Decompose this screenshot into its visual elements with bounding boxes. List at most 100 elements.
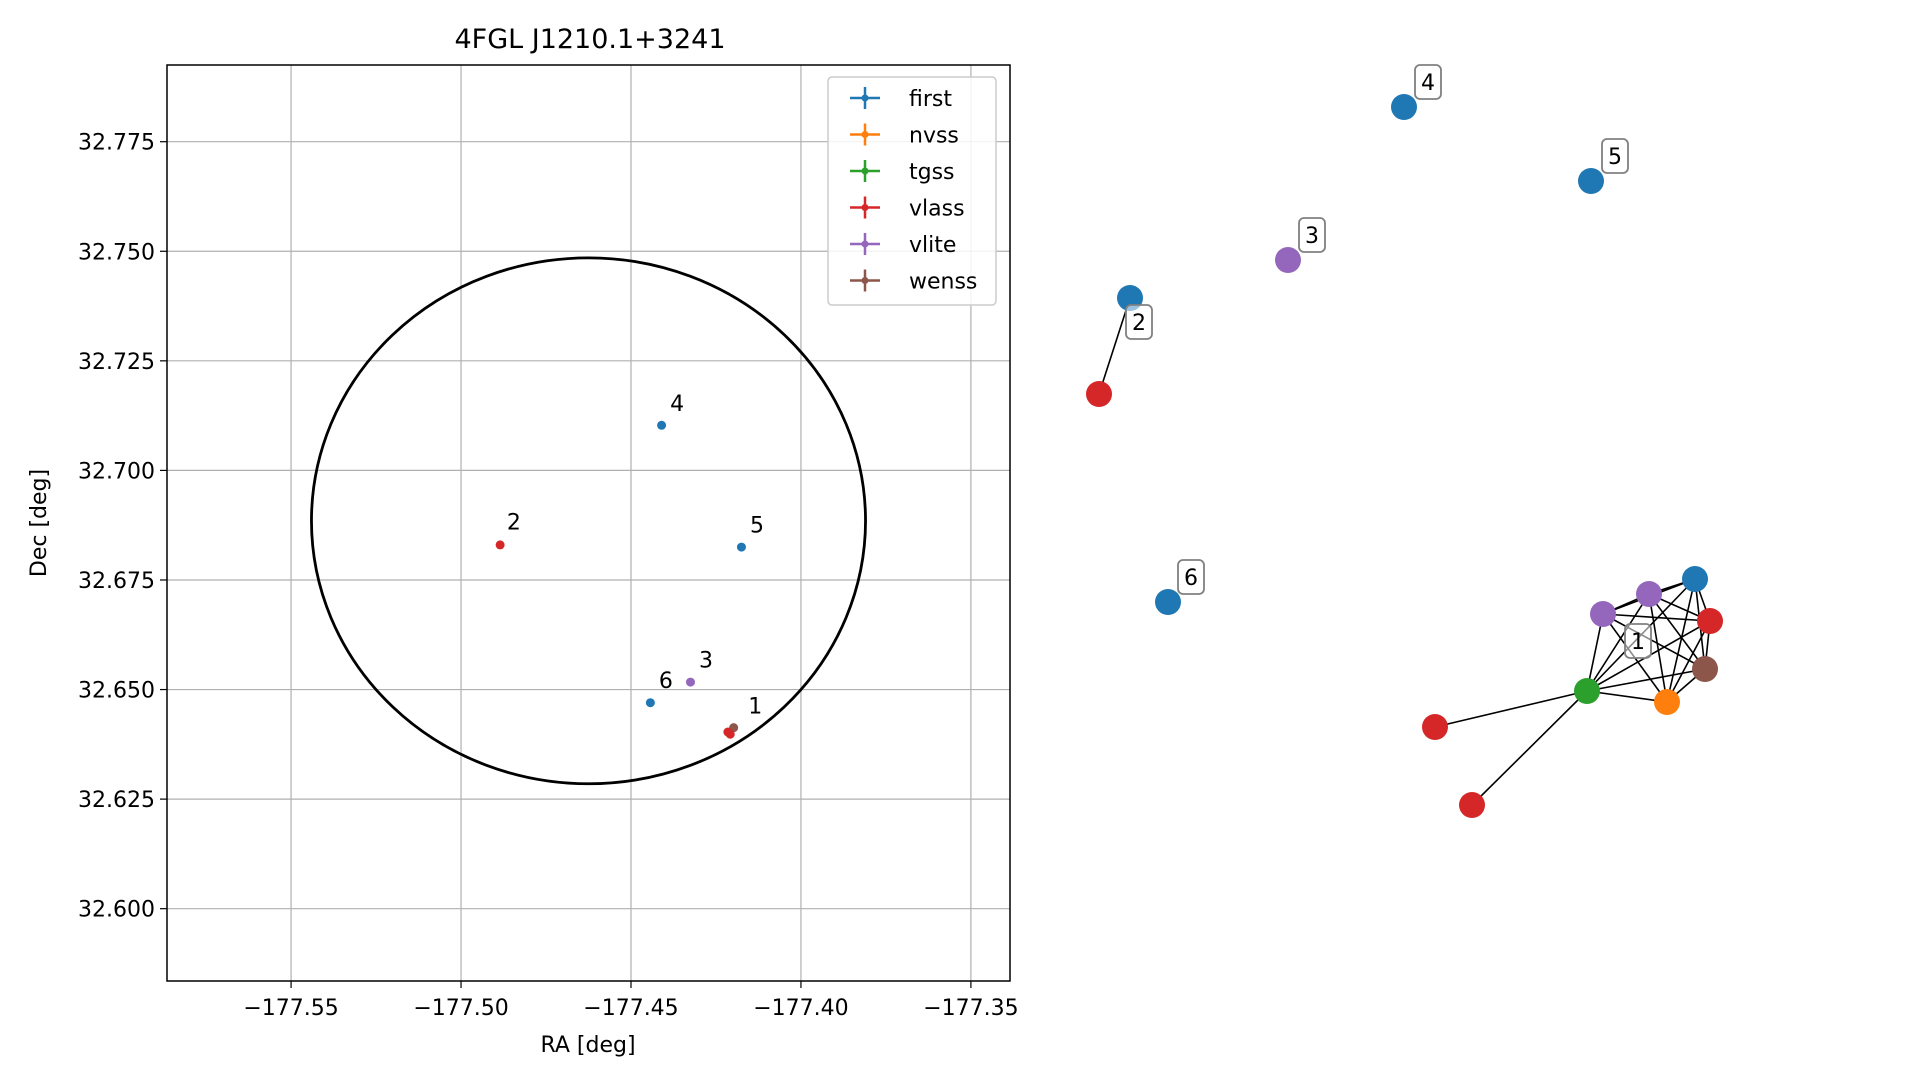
node-label-text: 4 [1421, 71, 1435, 96]
x-axis-ticks: −177.55 −177.50 −177.45 −177.40 −177.35 [243, 981, 1019, 1021]
x-axis-label: RA [deg] [540, 1033, 635, 1058]
source-label: 4 [670, 392, 684, 417]
x-tick-label: −177.50 [413, 996, 508, 1021]
legend-marker-dot [861, 167, 869, 175]
graph-node [1654, 689, 1680, 715]
graph-edge [1471, 690, 1588, 806]
graph-edges [1098, 297, 1711, 806]
node-label-box [1601, 138, 1629, 174]
graph-edge [1586, 613, 1604, 692]
source-label: 6 [659, 669, 673, 694]
x-tick-label: −177.40 [753, 996, 848, 1021]
association-graph: 4 5 3 2 6 1 [1086, 64, 1723, 818]
graph-node [1697, 608, 1723, 634]
legend-label: tgss [909, 160, 955, 185]
y-tick-label: 32.725 [78, 350, 155, 375]
graph-node-label: 6 [1177, 559, 1205, 595]
graph-node [1275, 247, 1301, 273]
y-axis-ticks: 32.600 32.625 32.650 32.675 32.700 32.725 32.7… [78, 131, 167, 923]
node-label-box [1298, 217, 1326, 253]
node-label-text: 1 [1631, 630, 1645, 655]
source-point [657, 420, 667, 430]
graph-edge [1666, 578, 1696, 703]
graph-node-label: 5 [1601, 138, 1629, 174]
source-label: 5 [750, 514, 764, 539]
legend-entry: tgss [850, 160, 955, 185]
graph-edge [1434, 690, 1588, 728]
localization-ellipse [310, 256, 867, 786]
legend-entry: wenss [850, 269, 977, 295]
source-points [495, 420, 746, 739]
node-label-box [1414, 64, 1442, 100]
graph-edge [1648, 593, 1706, 670]
legend-label: wenss [909, 270, 977, 295]
legend-entry: vlite [850, 233, 956, 258]
graph-edge [1602, 613, 1706, 670]
legend-entry: vlass [850, 196, 965, 222]
graph-edge [1098, 297, 1131, 395]
graph-node-labels: 4 5 3 2 6 1 [1125, 64, 1652, 659]
graph-edge [1586, 668, 1706, 692]
legend: first nvss tgss vlass vlite wenss [827, 76, 997, 306]
legend-label: nvss [909, 124, 959, 149]
legend-marker-dot [861, 277, 869, 284]
y-tick-label: 32.650 [78, 679, 155, 704]
source-label: 1 [748, 695, 762, 720]
node-label-text: 2 [1132, 311, 1146, 336]
graph-node [1574, 678, 1600, 704]
y-tick-label: 32.600 [78, 898, 155, 923]
graph-node-label: 2 [1125, 304, 1153, 340]
node-label-text: 5 [1608, 145, 1622, 170]
graph-node-label: 3 [1298, 217, 1326, 253]
graph-edge [1586, 593, 1650, 692]
source-label: 2 [507, 511, 521, 536]
graph-node-label: 1 [1624, 623, 1652, 659]
node-label-box [1125, 304, 1153, 340]
x-tick-label: −177.45 [583, 996, 678, 1021]
node-label-box [1177, 559, 1205, 595]
y-tick-label: 32.625 [78, 788, 155, 813]
source-label: 3 [699, 649, 713, 674]
legend-entry: first [850, 87, 952, 112]
legend-entry: nvss [850, 123, 959, 149]
node-label-box [1624, 623, 1652, 659]
graph-edge [1602, 613, 1711, 622]
graph-edge [1666, 620, 1711, 703]
graph-node [1590, 601, 1616, 627]
source-labels: 1 2 3 4 5 6 [507, 392, 764, 719]
graph-node [1578, 168, 1604, 194]
y-tick-label: 32.750 [78, 240, 155, 265]
legend-marker-dot [861, 94, 869, 102]
legend-marker-dot [861, 131, 869, 138]
source-point [495, 540, 505, 550]
y-tick-label: 32.700 [78, 459, 155, 484]
legend-marker-dot [861, 204, 869, 211]
graph-node [1636, 581, 1662, 607]
graph-node [1692, 656, 1718, 682]
chart-title: 4FGL J1210.1+3241 [454, 24, 725, 55]
y-axis-label: Dec [deg] [27, 469, 52, 577]
source-point [736, 542, 746, 552]
graph-node [1422, 714, 1448, 740]
source-point [725, 729, 735, 739]
graph-edge [1586, 690, 1668, 703]
source-point [645, 698, 655, 708]
error-ellipse [310, 256, 867, 786]
legend-label: first [909, 87, 952, 112]
x-tick-label: −177.35 [923, 996, 1018, 1021]
source-point [685, 677, 695, 687]
graph-node [1459, 792, 1485, 818]
y-tick-label: 32.775 [78, 131, 155, 156]
graph-node [1391, 94, 1417, 120]
node-label-text: 6 [1184, 566, 1198, 591]
node-label-text: 3 [1305, 224, 1319, 249]
graph-node [1155, 589, 1181, 615]
x-tick-label: −177.55 [243, 996, 338, 1021]
legend-label: vlass [909, 197, 965, 222]
graph-edge [1648, 593, 1668, 703]
graph-node [1682, 566, 1708, 592]
y-tick-label: 32.675 [78, 569, 155, 594]
graph-nodes [1086, 94, 1723, 818]
